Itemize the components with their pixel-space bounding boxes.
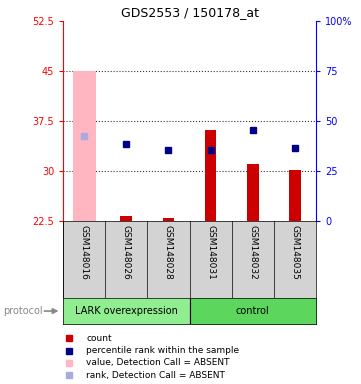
Text: value, Detection Call = ABSENT: value, Detection Call = ABSENT [86, 358, 230, 367]
Bar [105, 221, 147, 298]
Text: GSM148016: GSM148016 [80, 225, 89, 280]
Text: count: count [86, 334, 112, 343]
Text: GSM148026: GSM148026 [122, 225, 131, 280]
Bar [274, 221, 316, 298]
Text: LARK overexpression: LARK overexpression [75, 306, 178, 316]
Bar [190, 221, 232, 298]
Bar [147, 221, 190, 298]
Bar [73, 71, 96, 221]
Text: GSM148031: GSM148031 [206, 225, 215, 280]
Text: rank, Detection Call = ABSENT: rank, Detection Call = ABSENT [86, 371, 225, 380]
Bar [162, 218, 174, 221]
Text: control: control [236, 306, 270, 316]
Bar [289, 170, 301, 221]
Text: GSM148035: GSM148035 [290, 225, 299, 280]
Bar [121, 216, 132, 221]
Text: GSM148032: GSM148032 [248, 225, 257, 280]
Bar [247, 164, 258, 221]
Text: protocol: protocol [4, 306, 43, 316]
Title: GDS2553 / 150178_at: GDS2553 / 150178_at [121, 5, 258, 18]
Bar [232, 221, 274, 298]
Text: GSM148028: GSM148028 [164, 225, 173, 280]
Bar [205, 130, 217, 221]
Bar [63, 221, 105, 298]
Text: percentile rank within the sample: percentile rank within the sample [86, 346, 239, 355]
